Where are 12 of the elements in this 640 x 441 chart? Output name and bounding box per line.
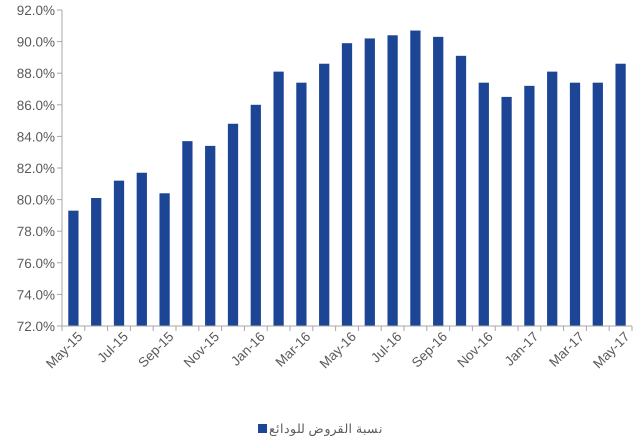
legend: نسبة القروض للودائع: [258, 422, 383, 436]
y-tick-label: 86.0%: [16, 98, 55, 113]
y-tick-label: 72.0%: [16, 319, 55, 334]
y-tick-label: 84.0%: [16, 129, 55, 144]
y-tick-label: 90.0%: [16, 34, 55, 50]
y-tick-label: 74.0%: [16, 287, 55, 302]
y-tick-label: 88.0%: [16, 66, 55, 82]
y-tick-label: 80.0%: [16, 192, 55, 208]
y-tick-label: 92.0%: [16, 3, 55, 18]
y-tick-label: 76.0%: [16, 256, 55, 271]
y-tick-label: 78.0%: [16, 224, 55, 240]
y-tick-label: 82.0%: [16, 161, 55, 176]
